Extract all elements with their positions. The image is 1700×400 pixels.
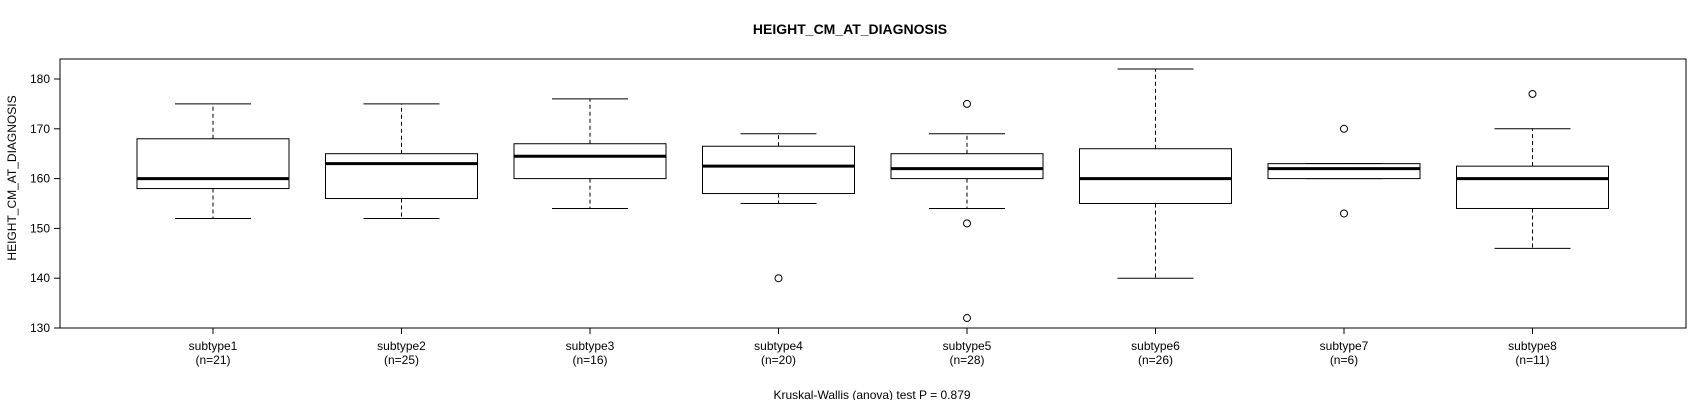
iqr-box — [890, 153, 1044, 180]
x-count-label: (n=20) — [761, 353, 796, 367]
y-tick-label: 180 — [30, 72, 50, 86]
y-tick-label: 160 — [30, 172, 50, 186]
iqr-box — [702, 145, 855, 195]
outlier-point — [963, 99, 971, 108]
x-tick-label: subtype7 — [1320, 339, 1369, 353]
iqr-box — [136, 138, 290, 190]
test-footnote: Kruskal-Wallis (anova) test P = 0.879 — [773, 388, 970, 400]
x-tick-label: subtype2 — [377, 339, 426, 353]
x-tick-label: subtype4 — [754, 339, 803, 353]
x-count-label: (n=11) — [1515, 353, 1549, 367]
y-tick-label: 150 — [30, 221, 50, 235]
box-groups — [136, 68, 1609, 323]
y-tick-label: 130 — [30, 321, 50, 335]
x-tick-label: subtype3 — [566, 339, 615, 353]
y-tick-label: 170 — [30, 122, 50, 136]
box-group-subtype5 — [890, 99, 1044, 323]
y-tick-label: 140 — [30, 271, 50, 285]
x-tick-label: subtype6 — [1131, 339, 1180, 353]
box-group-subtype8 — [1456, 89, 1609, 249]
x-count-label: (n=21) — [195, 353, 230, 367]
iqr-box — [513, 143, 667, 180]
outlier-point — [963, 219, 971, 228]
outlier-point — [963, 314, 971, 323]
iqr-box — [1267, 163, 1421, 180]
box-group-subtype3 — [513, 98, 667, 209]
x-tick-label: subtype1 — [189, 339, 238, 353]
plot-frame — [59, 58, 1687, 329]
outlier-point — [774, 274, 783, 283]
iqr-box — [325, 153, 478, 200]
x-count-label: (n=16) — [572, 353, 607, 367]
x-count-label: (n=25) — [384, 353, 419, 367]
x-count-label: (n=6) — [1330, 353, 1358, 367]
x-axis-labels: subtype1(n=21)subtype2(n=25)subtype3(n=1… — [189, 328, 1557, 367]
outlier-point — [1340, 124, 1348, 133]
x-count-label: (n=28) — [949, 353, 984, 367]
outlier-point — [1340, 209, 1348, 218]
chart-title: HEIGHT_CM_AT_DIAGNOSIS — [753, 21, 947, 37]
iqr-box — [1456, 165, 1609, 209]
y-axis-label: HEIGHT_CM_AT_DIAGNOSIS — [5, 95, 19, 260]
box-group-subtype4 — [702, 133, 855, 283]
outlier-point — [1528, 89, 1537, 98]
y-axis: 130 140 150 160 170 180 — [30, 72, 60, 335]
x-count-label: (n=26) — [1138, 353, 1173, 367]
box-group-subtype1 — [136, 103, 290, 219]
box-group-subtype2 — [325, 103, 478, 219]
box-group-subtype6 — [1079, 68, 1232, 279]
box-group-subtype7 — [1267, 124, 1421, 218]
x-tick-label: subtype8 — [1508, 339, 1557, 353]
x-tick-label: subtype5 — [943, 339, 992, 353]
iqr-box — [1079, 148, 1232, 204]
